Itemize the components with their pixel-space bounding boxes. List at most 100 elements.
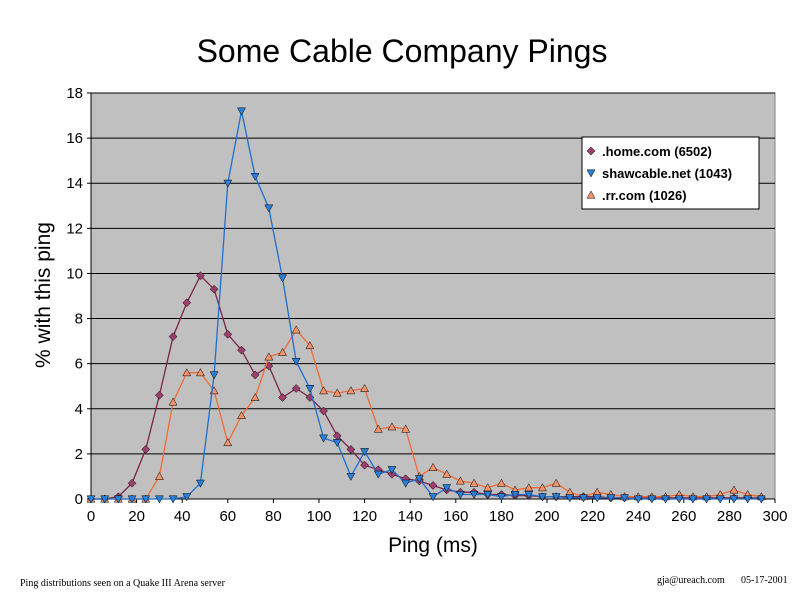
series-layer <box>86 107 766 504</box>
data-point <box>633 495 643 504</box>
data-point <box>113 495 123 504</box>
x-tick-label: 140 <box>398 508 423 525</box>
data-point <box>360 460 369 470</box>
x-tick-label: 40 <box>174 508 191 525</box>
data-point <box>264 204 274 213</box>
x-axis-label: Ping (ms) <box>388 534 478 557</box>
data-point <box>469 478 479 487</box>
data-point <box>305 341 315 350</box>
data-point <box>127 495 137 504</box>
data-point <box>319 406 328 416</box>
data-point <box>223 329 233 339</box>
data-point <box>729 495 739 504</box>
x-tick-label: 20 <box>128 508 145 525</box>
data-point <box>141 495 151 504</box>
data-point <box>496 478 506 487</box>
data-point <box>250 370 260 380</box>
data-point <box>483 483 493 492</box>
data-point <box>688 495 698 504</box>
x-tick-label: 240 <box>626 508 651 525</box>
data-point <box>743 495 753 504</box>
data-point <box>360 448 370 457</box>
data-point <box>196 479 205 488</box>
data-point <box>319 386 328 395</box>
data-point <box>729 485 739 494</box>
footer-caption: Ping distributions seen on a Quake III A… <box>20 578 225 589</box>
data-point <box>86 495 96 504</box>
data-point <box>237 411 246 419</box>
legend-label: shawcable.net (1043) <box>602 166 732 181</box>
x-tick-label: 80 <box>265 508 282 525</box>
data-point <box>291 325 301 334</box>
legend-marker <box>586 169 596 178</box>
data-point <box>291 384 301 393</box>
data-point <box>702 495 712 504</box>
data-point <box>278 274 287 283</box>
data-point <box>360 383 370 392</box>
data-point <box>401 424 411 433</box>
x-tick-label: 220 <box>580 508 605 525</box>
data-point <box>620 494 629 503</box>
y-tick-label: 14 <box>66 175 83 192</box>
data-point <box>524 491 534 500</box>
data-point <box>154 471 164 480</box>
y-tick-label: 12 <box>66 220 83 237</box>
data-point <box>209 284 219 294</box>
y-tick-label: 4 <box>75 401 83 418</box>
data-point <box>715 495 725 504</box>
data-point <box>100 495 110 504</box>
data-point <box>510 491 520 500</box>
data-point <box>305 385 315 393</box>
x-tick-label: 0 <box>87 508 95 525</box>
x-tick-label: 60 <box>219 508 236 525</box>
y-tick-label: 0 <box>75 491 83 508</box>
x-tick-label: 200 <box>534 508 559 525</box>
data-point <box>579 494 588 503</box>
footer-date: 05-17-2001 <box>741 575 788 586</box>
data-point <box>538 493 547 502</box>
data-point <box>538 483 547 492</box>
data-point <box>469 491 479 500</box>
data-point <box>346 386 356 395</box>
x-tick-label: 180 <box>489 508 514 525</box>
data-point <box>346 472 356 481</box>
data-point <box>647 495 657 504</box>
data-point <box>237 107 246 116</box>
data-point <box>196 271 205 281</box>
legend-marker <box>586 190 596 199</box>
data-point <box>387 466 397 475</box>
x-tick-label: 120 <box>352 508 377 525</box>
data-point <box>278 393 287 402</box>
data-point <box>756 495 766 504</box>
data-point <box>332 388 342 397</box>
data-point <box>373 470 383 479</box>
footer-email: gja@ureach.com <box>657 575 725 586</box>
data-point <box>127 478 137 488</box>
data-point <box>168 332 178 341</box>
data-point <box>524 483 534 492</box>
y-tick-label: 18 <box>66 85 83 102</box>
data-point <box>387 422 397 431</box>
x-tick-label: 280 <box>717 508 742 525</box>
data-point <box>428 481 438 490</box>
data-point <box>291 357 301 366</box>
y-tick-label: 16 <box>66 130 83 147</box>
data-point <box>182 368 192 377</box>
data-point <box>155 390 164 400</box>
data-point <box>606 494 616 503</box>
x-tick-label: 160 <box>443 508 468 525</box>
data-point <box>182 493 192 502</box>
legend: .home.com (6502) shawcable.net (1043) .rr.… <box>581 136 760 210</box>
data-point <box>264 352 274 361</box>
data-point <box>428 462 438 471</box>
x-tick-label: 100 <box>306 508 331 525</box>
data-point <box>223 438 233 447</box>
chart-title: Some Cable Company Pings <box>197 33 608 69</box>
y-tick-label: 8 <box>75 311 83 328</box>
legend-label: .home.com (6502) <box>602 144 712 159</box>
data-point <box>141 445 151 454</box>
data-point <box>319 434 328 443</box>
data-point <box>373 424 383 433</box>
